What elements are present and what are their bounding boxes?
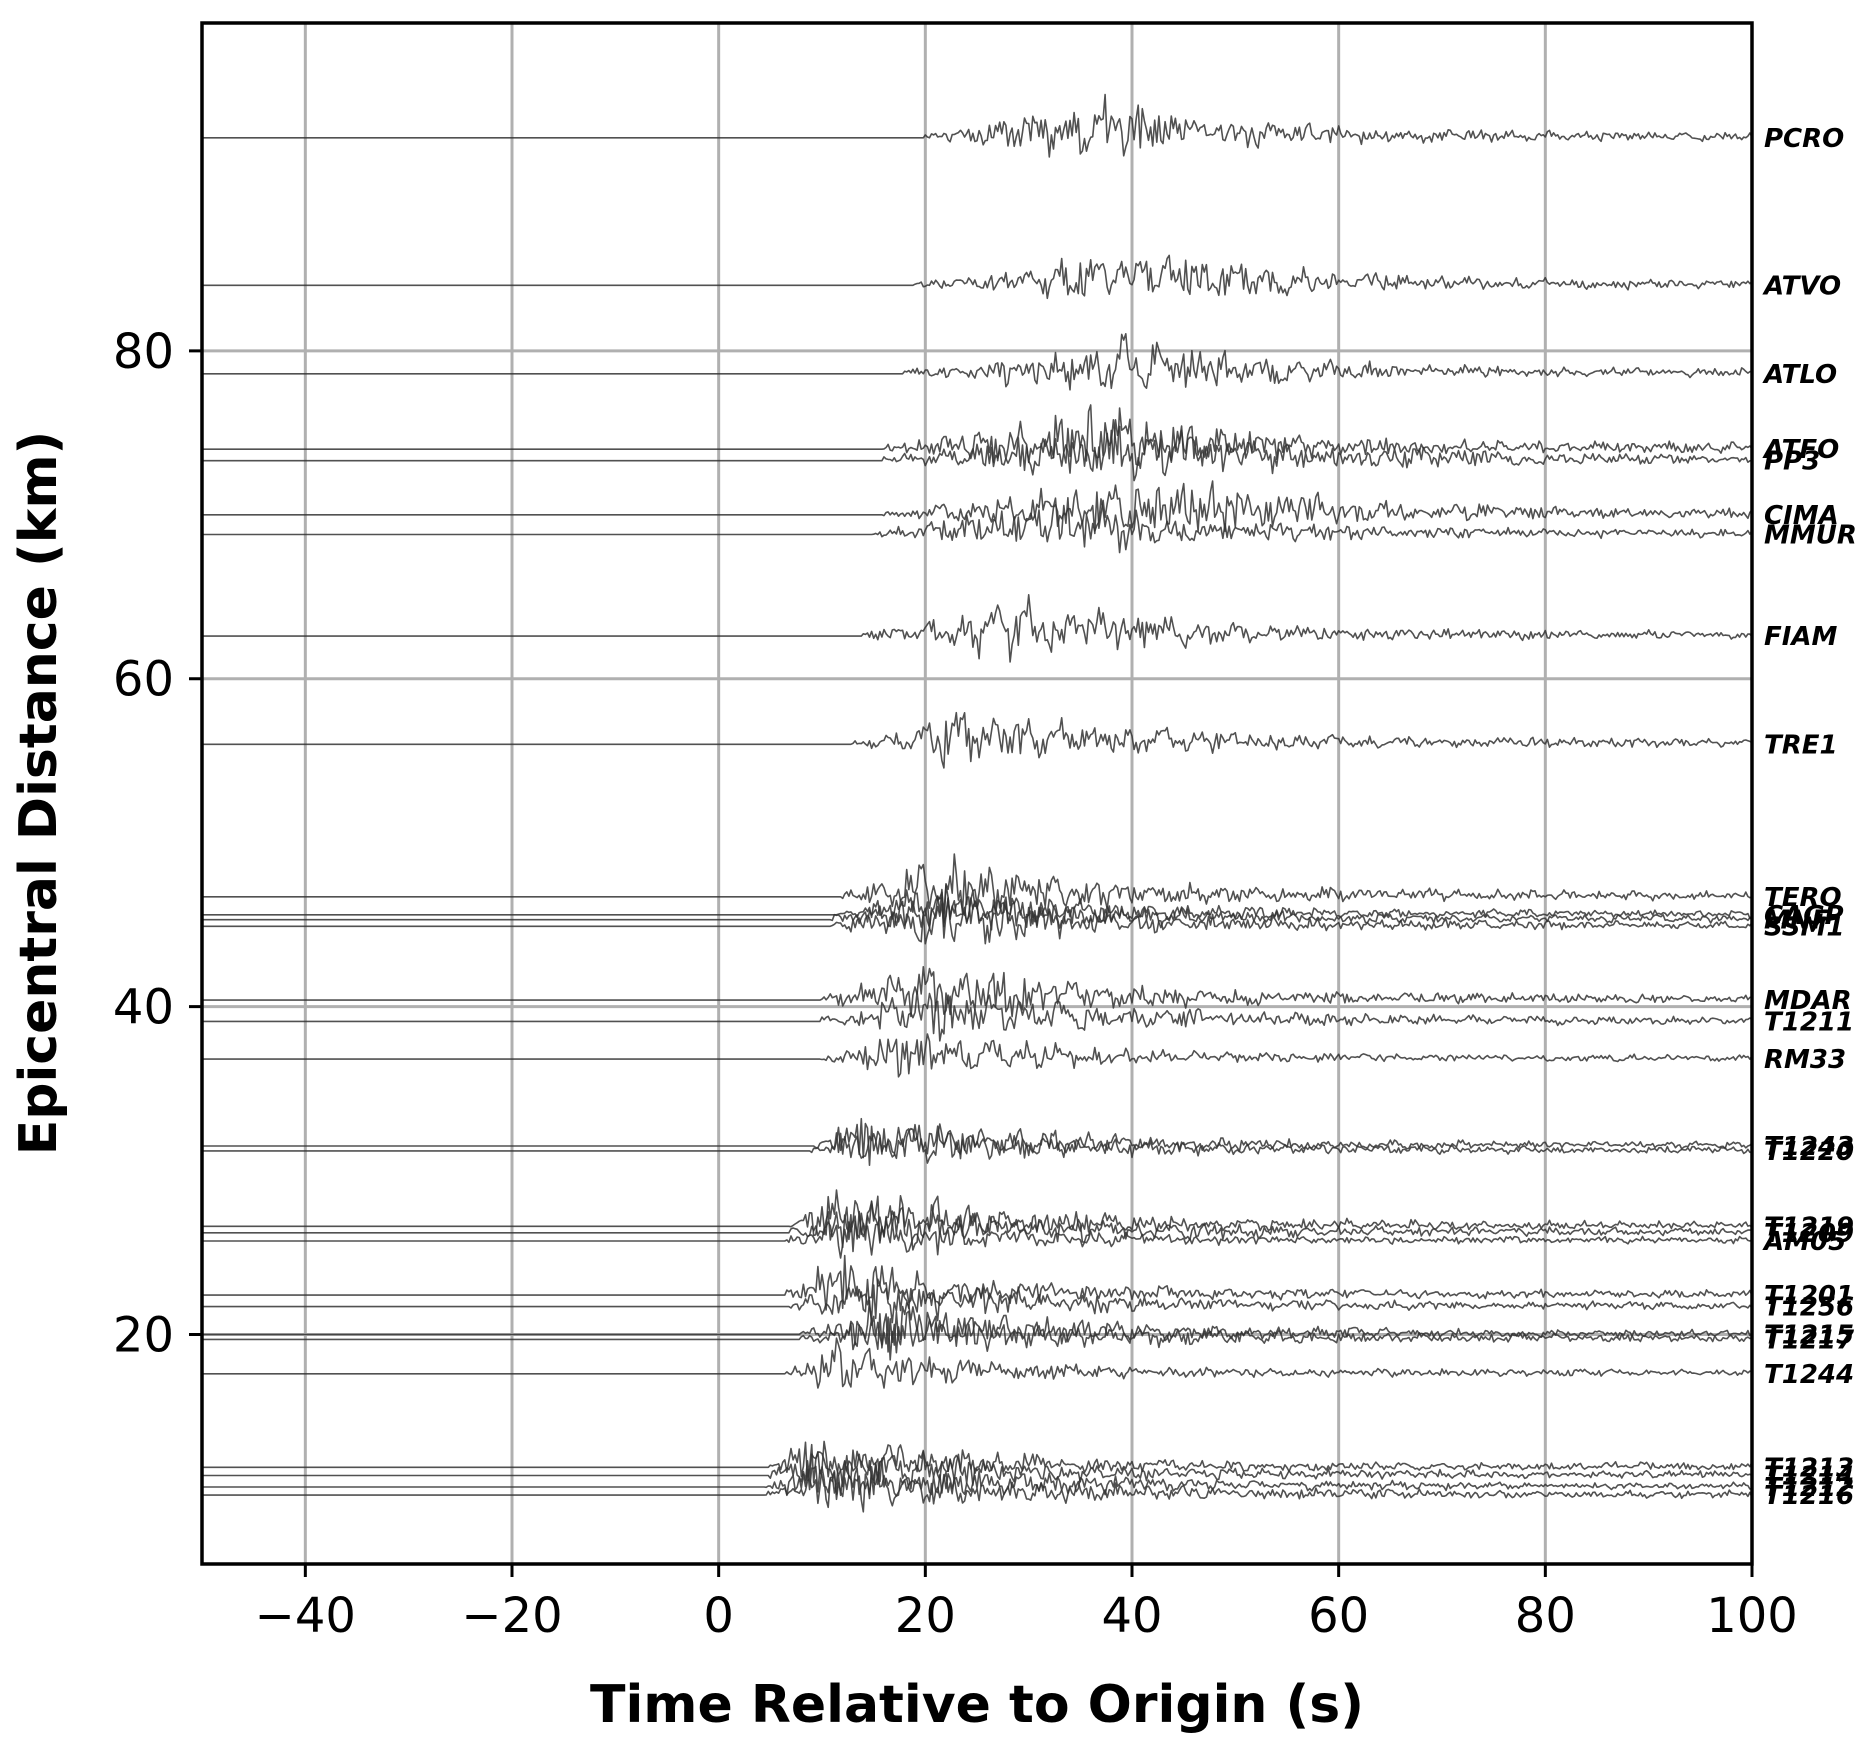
x-tick-label: 20 [895, 1588, 956, 1644]
x-tick-label: 40 [1101, 1588, 1162, 1644]
station-label-pcro: PCRO [1764, 124, 1844, 154]
station-label-t1220: T1220 [1764, 1137, 1854, 1167]
y-tick-label: 80 [113, 324, 174, 380]
station-label-t1213: T1213 [1764, 1453, 1854, 1483]
station-label-t1201: T1201 [1764, 1281, 1854, 1311]
trace-rm33 [202, 1033, 1753, 1078]
station-label-atvo: ATVO [1762, 271, 1841, 301]
trace-t1211 [202, 990, 1753, 1042]
trace-atfo [202, 404, 1753, 467]
trace-t1220 [202, 1123, 1753, 1164]
trace-t1217 [202, 1310, 1753, 1361]
trace-t1219 [202, 1189, 1753, 1242]
x-tick-label: −40 [255, 1588, 356, 1644]
station-label-t1243: T1243 [1764, 1132, 1854, 1162]
trace-mnf [202, 884, 1753, 931]
trace-t1244 [202, 1337, 1753, 1389]
station-label-t1244: T1244 [1764, 1360, 1854, 1390]
station-label-t1215: T1215 [1764, 1320, 1854, 1350]
y-tick-label: 20 [113, 1307, 174, 1363]
plot-frame [200, 21, 1754, 1566]
y-tick-label: 40 [113, 980, 174, 1036]
station-label-mmur: MMUR [1764, 520, 1857, 550]
station-label-t1217: T1217 [1764, 1325, 1855, 1355]
x-tick-label: 0 [703, 1588, 734, 1644]
trace-cima [202, 480, 1753, 535]
x-tick-label: 100 [1706, 1588, 1798, 1644]
x-tick-label: 80 [1515, 1588, 1576, 1644]
station-label-cima: CIMA [1764, 501, 1839, 531]
station-label-cagp: CAGP [1764, 901, 1844, 931]
x-axis-label: Time Relative to Origin (s) [590, 1675, 1364, 1735]
y-tick-label: 60 [113, 652, 174, 708]
waveform-traces [202, 93, 1753, 1513]
station-label-t1212: T1212 [1764, 1473, 1854, 1503]
station-label-am05: AM05 [1762, 1227, 1846, 1257]
station-label-mnf: MNF [1764, 906, 1830, 936]
trace-pp3 [202, 419, 1753, 482]
station-label-t1211: T1211 [1764, 1007, 1854, 1037]
station-label-mdar: MDAR [1764, 986, 1852, 1016]
station-label-t1216: T1216 [1764, 1481, 1854, 1511]
station-label-tero: TERO [1764, 883, 1842, 913]
x-axis-ticks: −40 −20 0 20 40 60 80 100 [255, 1564, 1798, 1644]
station-label-ssm1: SSM1 [1764, 912, 1845, 942]
station-label-atfo: ATFO [1762, 435, 1839, 465]
trace-t1215 [202, 1299, 1753, 1354]
station-label-pp3: PP3 [1764, 447, 1820, 477]
trace-t1216 [202, 1466, 1753, 1513]
trace-t1209 [202, 1200, 1753, 1253]
trace-fiam [202, 594, 1753, 663]
trace-mdar [202, 966, 1753, 1018]
y-axis-ticks: 20 40 60 80 [113, 324, 202, 1363]
station-label-rm33: RM33 [1764, 1045, 1846, 1075]
trace-atlo [202, 333, 1753, 391]
trace-t1214 [202, 1449, 1753, 1494]
station-label-atlo: ATLO [1762, 360, 1837, 390]
trace-t1213 [202, 1440, 1753, 1486]
station-label-fiam: FIAM [1764, 622, 1838, 652]
trace-t1201 [202, 1254, 1753, 1311]
station-label-t1256: T1256 [1764, 1293, 1854, 1323]
y-axis-label: Epicentral Distance (km) [9, 431, 69, 1156]
station-label-tre1: TRE1 [1764, 730, 1838, 760]
trace-mmur [202, 497, 1753, 554]
trace-t1256 [202, 1278, 1753, 1324]
trace-pcro [202, 93, 1753, 158]
trace-ssm1 [202, 890, 1753, 945]
station-label-t1209: T1209 [1764, 1219, 1854, 1249]
station-label-t1214: T1214 [1764, 1461, 1854, 1491]
x-tick-label: 60 [1308, 1588, 1369, 1644]
trace-tre1 [202, 711, 1753, 769]
trace-am05 [202, 1210, 1753, 1259]
station-label-t1219: T1219 [1764, 1212, 1854, 1242]
trace-atvo [202, 254, 1753, 300]
x-tick-label: −20 [461, 1588, 562, 1644]
